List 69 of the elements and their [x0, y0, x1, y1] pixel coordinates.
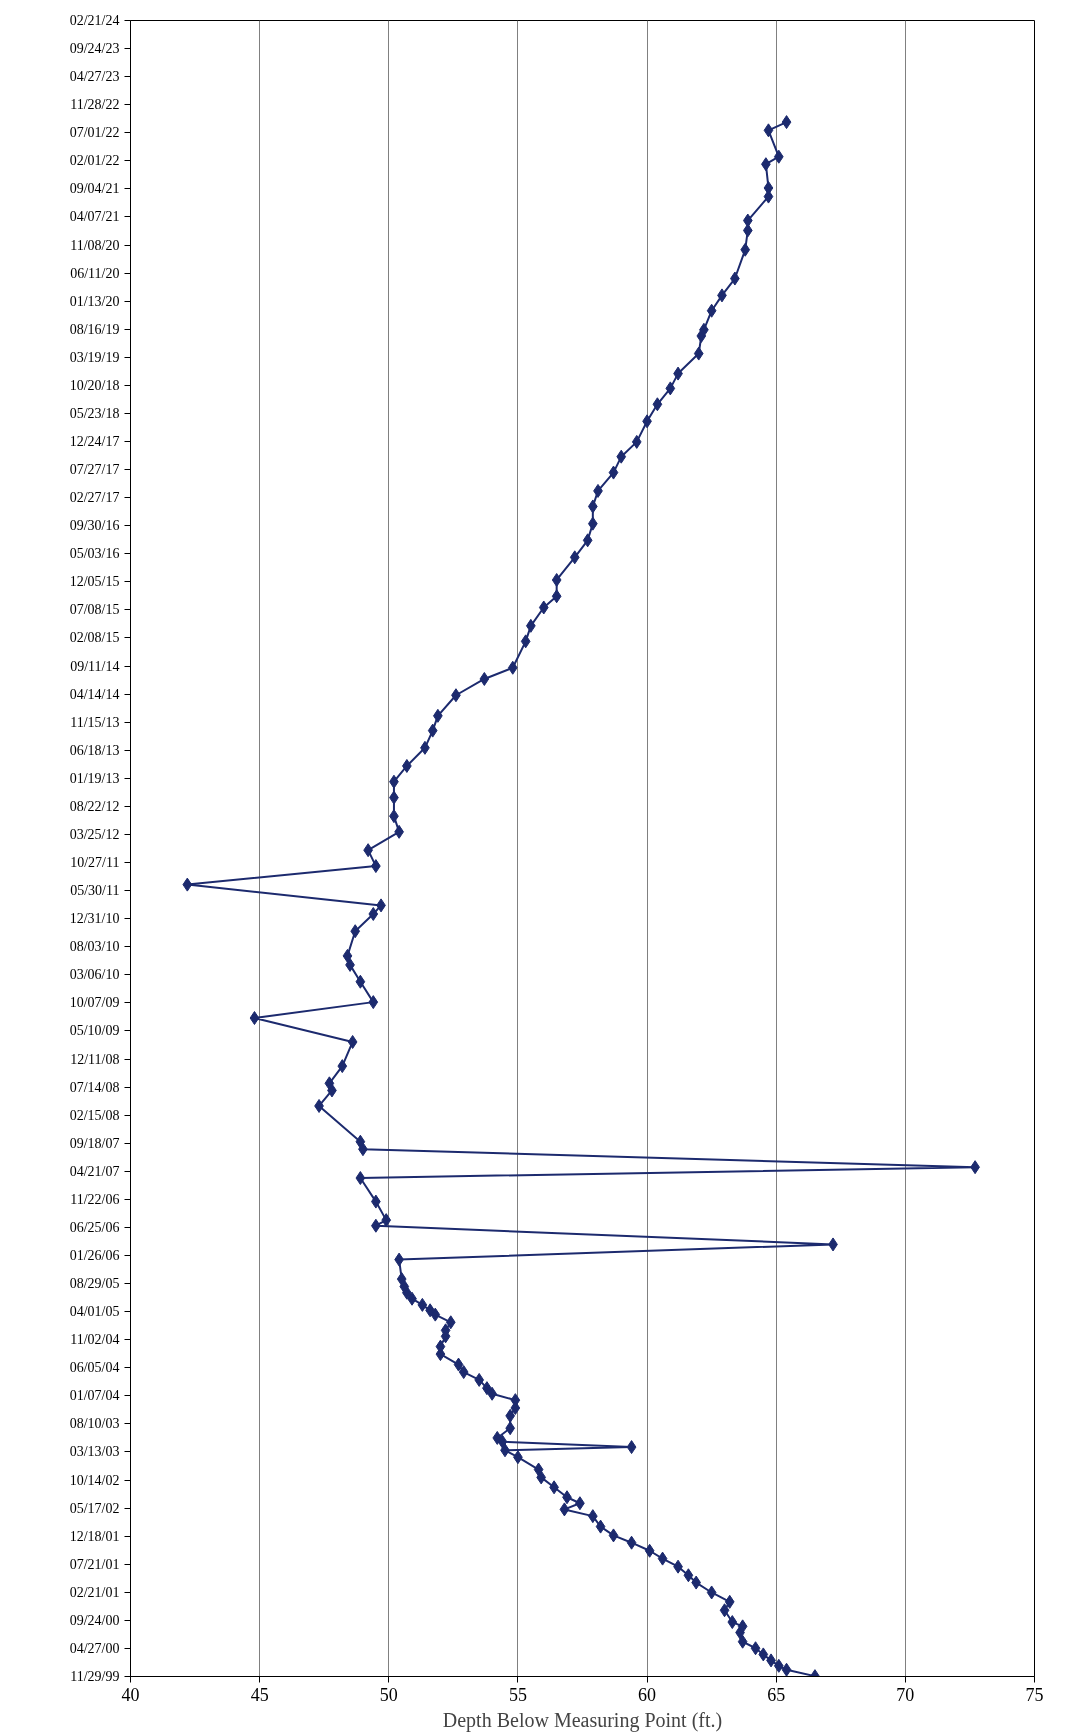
x-tick-label: 75 — [1025, 1684, 1044, 1705]
x-tick-label: 70 — [896, 1684, 915, 1705]
y-tick-label: 07/01/22 — [69, 125, 120, 141]
y-tick-label: 04/07/21 — [69, 209, 120, 225]
y-tick-label: 04/14/14 — [69, 686, 120, 702]
y-tick-label: 09/11/14 — [70, 658, 120, 674]
y-tick-label: 11/08/20 — [70, 237, 120, 253]
y-tick-label: 12/31/10 — [69, 911, 120, 927]
y-tick-label: 08/22/12 — [69, 798, 120, 814]
y-tick-label: 08/16/19 — [69, 321, 120, 337]
y-tick-label: 11/22/06 — [70, 1191, 120, 1207]
y-tick-label: 12/18/01 — [69, 1528, 120, 1544]
x-tick-label: 55 — [508, 1684, 527, 1705]
y-tick-label: 07/27/17 — [69, 462, 120, 478]
y-tick-label: 06/11/20 — [70, 265, 120, 281]
y-tick-label: 08/03/10 — [69, 939, 120, 955]
y-tick-label: 09/30/16 — [69, 518, 120, 534]
y-tick-label: 04/27/23 — [69, 69, 120, 85]
x-axis-title: Depth Below Measuring Point (ft.) — [442, 1708, 723, 1732]
y-tick-label: 09/24/23 — [69, 41, 120, 57]
y-tick-label: 07/21/01 — [69, 1556, 120, 1572]
y-tick-label: 01/07/04 — [69, 1388, 120, 1404]
y-tick-label: 11/02/04 — [70, 1332, 120, 1348]
y-tick-label: 01/19/13 — [69, 770, 120, 786]
y-tick-label: 10/14/02 — [69, 1472, 120, 1488]
y-tick-label: 11/28/22 — [70, 97, 120, 113]
y-tick-label: 02/21/01 — [69, 1584, 120, 1600]
y-tick-label: 11/29/99 — [70, 1669, 120, 1684]
y-tick-label: 06/05/04 — [69, 1360, 120, 1376]
x-tick-label: 65 — [767, 1684, 786, 1705]
x-tick-label: 40 — [121, 1684, 140, 1705]
y-tick-label: 05/30/11 — [70, 883, 120, 899]
y-tick-label: 12/05/15 — [69, 574, 120, 590]
y-tick-label: 04/27/00 — [69, 1640, 120, 1656]
x-tick-label: 60 — [638, 1684, 657, 1705]
y-tick-label: 09/04/21 — [69, 181, 120, 197]
y-tick-label: 04/21/07 — [69, 1163, 120, 1179]
y-tick-label: 05/03/16 — [69, 546, 120, 562]
y-tick-label: 02/21/24 — [69, 13, 120, 28]
y-tick-label: 09/18/07 — [69, 1135, 120, 1151]
y-tick-label: 10/27/11 — [70, 855, 120, 871]
y-tick-label: 12/11/08 — [70, 1051, 120, 1067]
y-tick-label: 05/10/09 — [69, 1023, 120, 1039]
y-tick-label: 07/08/15 — [69, 602, 120, 618]
y-tick-label: 03/25/12 — [69, 826, 120, 842]
y-tick-label: 05/23/18 — [69, 405, 120, 421]
y-tick-label: 04/01/05 — [69, 1304, 120, 1320]
y-tick-label: 06/25/06 — [69, 1219, 120, 1235]
x-tick-label: 50 — [379, 1684, 398, 1705]
y-tick-label: 05/17/02 — [69, 1500, 120, 1516]
y-tick-label: 03/13/03 — [69, 1444, 120, 1460]
y-tick-label: 08/29/05 — [69, 1276, 120, 1292]
y-tick-label: 12/24/17 — [69, 434, 120, 450]
y-tick-label: 01/13/20 — [69, 293, 120, 309]
y-tick-label: 01/26/06 — [69, 1247, 120, 1263]
y-tick-label: 02/27/17 — [69, 490, 120, 506]
y-tick-label: 02/01/22 — [69, 153, 120, 169]
x-tick-label: 45 — [250, 1684, 269, 1705]
y-tick-label: 10/20/18 — [69, 377, 120, 393]
y-tick-label: 07/14/08 — [69, 1079, 120, 1095]
y-tick-label: 03/19/19 — [69, 349, 120, 365]
y-tick-label: 11/15/13 — [70, 714, 120, 730]
y-tick-label: 06/18/13 — [69, 742, 120, 758]
y-tick-label: 02/15/08 — [69, 1107, 120, 1123]
y-tick-label: 08/10/03 — [69, 1416, 120, 1432]
y-tick-label: 02/08/15 — [69, 630, 120, 646]
y-tick-label: 09/24/00 — [69, 1612, 120, 1628]
y-tick-label: 10/07/09 — [69, 995, 120, 1011]
y-tick-label: 03/06/10 — [69, 967, 120, 983]
